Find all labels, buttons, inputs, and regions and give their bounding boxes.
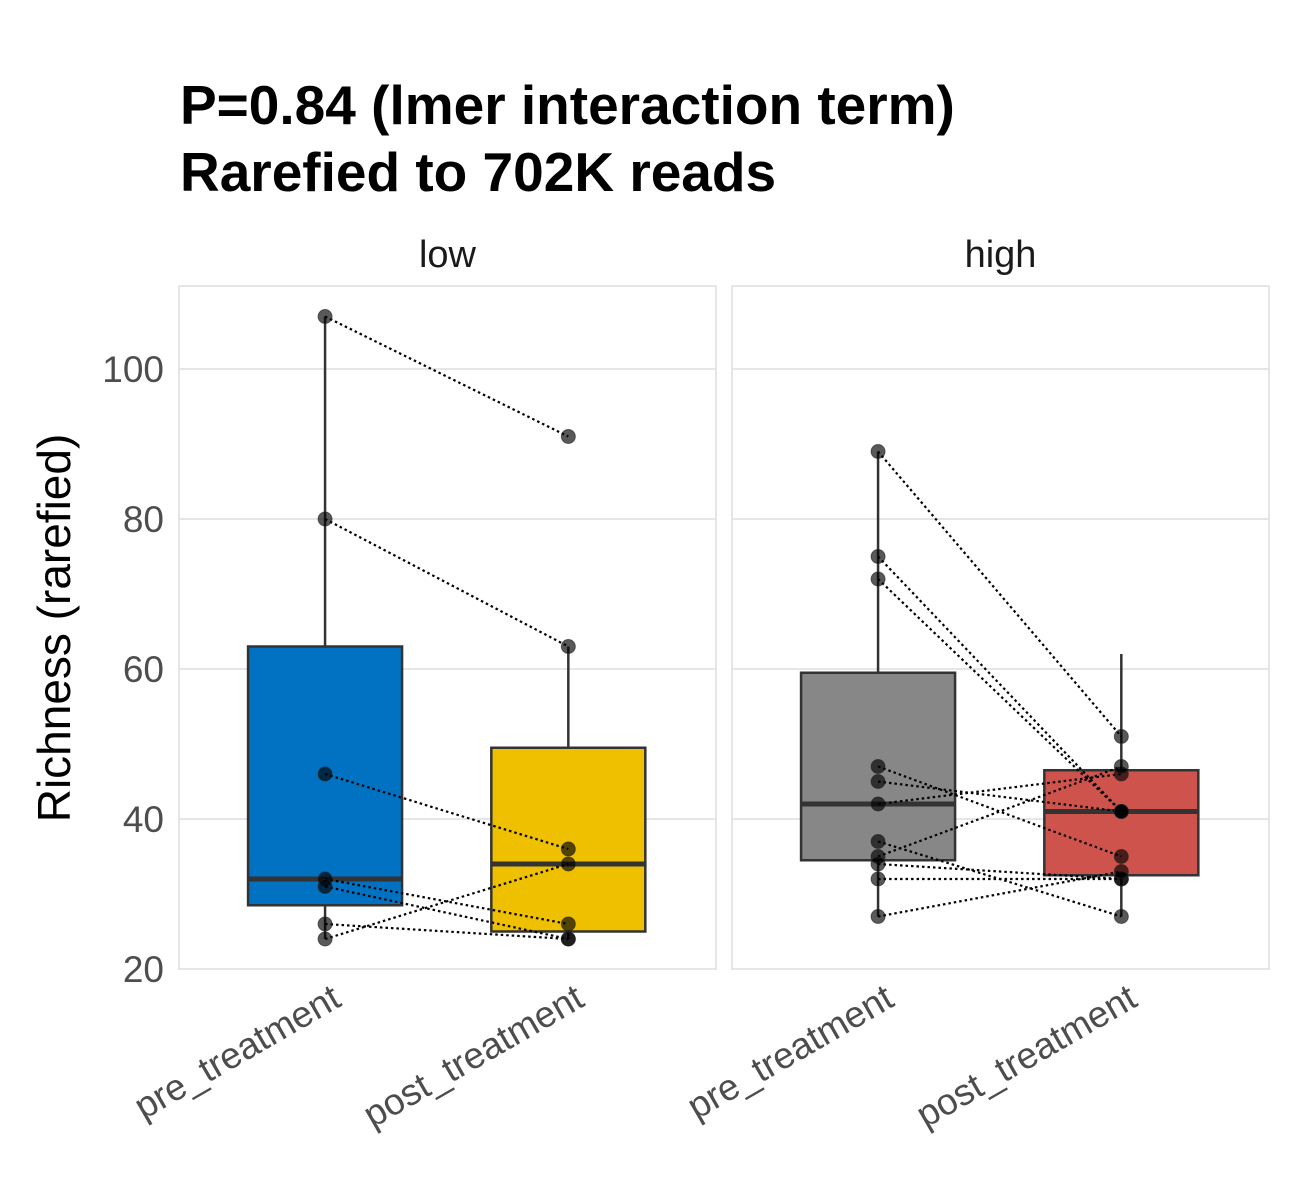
x-tick-label: post_treatment — [356, 976, 591, 1135]
pair-line — [877, 862, 1122, 881]
box-pre_treatment — [799, 671, 957, 862]
pair-line — [877, 555, 1123, 813]
data-point — [1113, 864, 1129, 879]
data-point — [870, 834, 886, 849]
data-point — [560, 856, 576, 872]
pair-line — [877, 450, 1123, 738]
data-point — [317, 309, 333, 324]
y-tick-label: 100 — [102, 349, 164, 390]
pair-line — [324, 315, 569, 438]
chart-title-line-1: P=0.84 (lmer interaction term) — [180, 74, 955, 136]
facet-strip-label: high — [965, 234, 1037, 276]
y-axis-label: Richness (rarefied) — [28, 434, 80, 823]
data-point — [870, 759, 886, 774]
pair-line — [877, 765, 1122, 858]
pair-line — [324, 518, 569, 648]
pair-line — [877, 765, 1122, 858]
data-point — [870, 549, 886, 564]
x-tick-label: pre_treatment — [127, 976, 348, 1127]
panel-border — [178, 285, 717, 970]
pair-line — [324, 862, 569, 941]
data-point — [1113, 849, 1129, 864]
data-point — [560, 931, 576, 947]
y-tick-label: 20 — [123, 949, 164, 990]
facet-panel-low: low pre_treatment post_treatment — [127, 234, 717, 1135]
data-point — [1113, 804, 1129, 819]
x-tick-label: post_treatment — [909, 976, 1144, 1135]
data-point — [1113, 909, 1129, 924]
data-point — [870, 909, 886, 924]
data-point — [560, 916, 576, 932]
data-point — [317, 766, 333, 782]
data-point — [560, 429, 576, 444]
data-point — [317, 511, 333, 527]
panel-border — [731, 285, 1270, 970]
box-post_treatment — [490, 746, 647, 933]
y-tick-label: 60 — [123, 649, 164, 690]
y-tick-label: 80 — [123, 499, 164, 540]
chart-title-line-2: Rarefied to 702K reads — [180, 141, 776, 203]
data-point — [560, 639, 576, 654]
data-point — [560, 841, 576, 857]
data-point — [870, 774, 886, 789]
data-point — [317, 916, 333, 932]
data-point — [870, 871, 886, 887]
data-point — [870, 856, 886, 872]
facet-panel-high: high pre_treatment post_treatment — [680, 234, 1270, 1135]
data-point — [870, 444, 886, 459]
data-point — [1113, 759, 1129, 774]
pair-line — [877, 780, 1122, 813]
pair-line — [877, 578, 1123, 813]
pair-line — [324, 772, 569, 851]
data-point — [870, 571, 886, 587]
data-point — [317, 931, 333, 947]
facet-strip-label: low — [419, 234, 477, 276]
y-tick-label: 40 — [123, 799, 164, 840]
data-point — [1113, 729, 1129, 744]
pair-line — [324, 922, 569, 941]
y-axis-ticks: 20 40 60 80 100 — [102, 349, 164, 990]
data-point — [870, 796, 886, 812]
pair-line — [877, 772, 1122, 806]
data-point — [317, 879, 333, 894]
x-tick-label: pre_treatment — [680, 976, 901, 1127]
